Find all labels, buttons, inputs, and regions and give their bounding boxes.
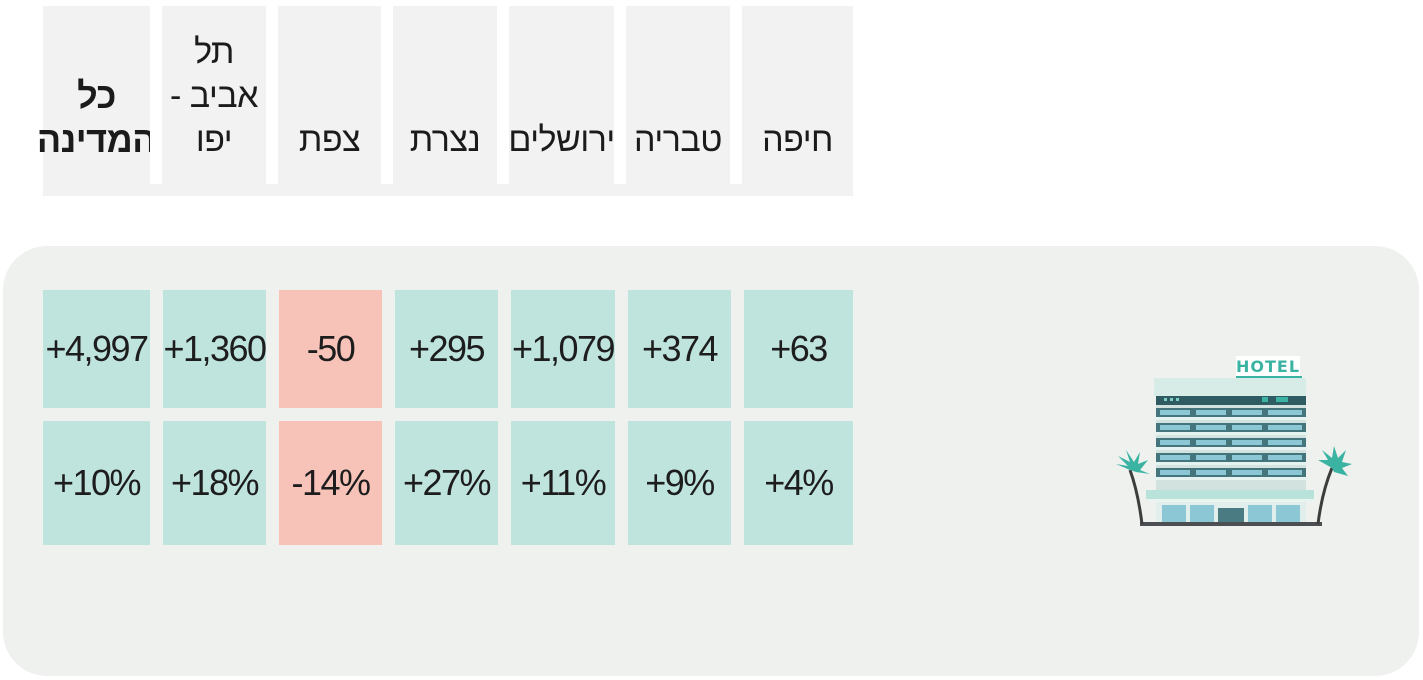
header-cell-safed: צפת bbox=[278, 6, 381, 184]
palm-tree-icon bbox=[1116, 450, 1150, 525]
column-divider bbox=[497, 6, 509, 184]
count-cell-tel-aviv: +1,360 bbox=[163, 290, 267, 408]
header-label: כל המדינה bbox=[36, 75, 157, 160]
count-cell-tiberias: +374 bbox=[628, 290, 731, 408]
palm-tree-icon bbox=[1316, 446, 1352, 525]
hotel-building-icon: HOTEL bbox=[1116, 356, 1352, 526]
column-divider bbox=[266, 6, 278, 184]
percent-cell-haifa: +4% bbox=[744, 421, 853, 545]
header-label: טבריה bbox=[634, 121, 722, 159]
percent-cell-jerusalem: +11% bbox=[511, 421, 615, 545]
percent-cell-tel-aviv: +18% bbox=[163, 421, 266, 545]
hotel-top-band bbox=[1156, 396, 1306, 405]
city-header-row: כל המדינה תל אביב - יפו צפת נצרת ירושלים… bbox=[37, 6, 853, 196]
header-label: צפת bbox=[298, 121, 361, 159]
hotel-entrance bbox=[1218, 508, 1244, 522]
header-label: ירושלים bbox=[508, 121, 615, 159]
hotel-sign-text: HOTEL bbox=[1236, 357, 1300, 376]
header-cell-jerusalem: ירושלים bbox=[508, 6, 615, 184]
header-cell-tiberias: טבריה bbox=[626, 6, 730, 184]
count-cell-nazareth: +295 bbox=[395, 290, 498, 408]
hotel-canopy bbox=[1146, 490, 1314, 499]
header-label: חיפה bbox=[762, 121, 833, 159]
header-cell-all-country: כל המדינה bbox=[37, 6, 157, 184]
header-cell-nazareth: נצרת bbox=[393, 6, 497, 184]
count-cell-safed: -50 bbox=[279, 290, 382, 408]
hotel-floors bbox=[1154, 408, 1308, 480]
column-divider bbox=[730, 6, 742, 184]
header-label: נצרת bbox=[409, 121, 481, 159]
percent-cell-safed: -14% bbox=[279, 421, 382, 545]
count-cell-jerusalem: +1,079 bbox=[511, 290, 616, 408]
header-cell-haifa: חיפה bbox=[742, 6, 853, 184]
hotel-sign-plate bbox=[1236, 356, 1300, 376]
column-divider bbox=[150, 6, 162, 184]
hotel-roof bbox=[1154, 378, 1306, 396]
column-divider bbox=[381, 6, 393, 184]
header-label: תל אביב - יפו bbox=[170, 33, 258, 159]
percent-cell-all-country: +10% bbox=[43, 421, 150, 545]
column-divider bbox=[614, 6, 626, 184]
percent-cell-nazareth: +27% bbox=[395, 421, 498, 545]
count-cell-all-country: +4,997 bbox=[43, 290, 150, 408]
hotel-ground-line bbox=[1140, 522, 1322, 526]
count-cell-haifa: +63 bbox=[744, 290, 853, 408]
percent-cell-tiberias: +9% bbox=[628, 421, 731, 545]
header-cell-tel-aviv: תל אביב - יפו bbox=[162, 6, 266, 184]
